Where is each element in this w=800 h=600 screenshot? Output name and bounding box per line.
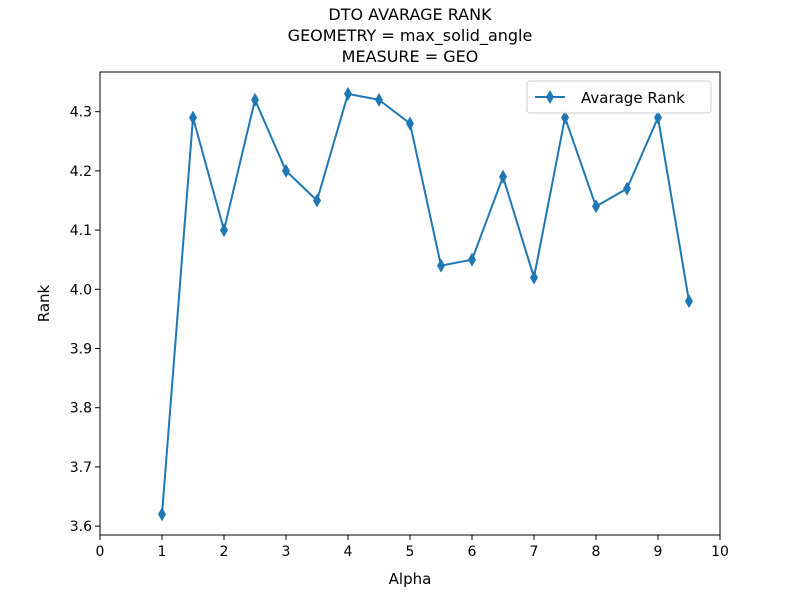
data-point-marker: [406, 116, 414, 131]
x-tick-label: 3: [282, 544, 291, 560]
legend-label: Avarage Rank: [581, 89, 685, 107]
x-tick-label: 6: [468, 544, 477, 560]
data-point-marker: [251, 92, 259, 107]
chart-title-line-3: MEASURE = GEO: [342, 47, 479, 66]
data-point-marker: [437, 258, 445, 273]
plot-frame: [99, 71, 721, 536]
legend-diamond-marker: [546, 90, 554, 104]
x-tick-label: 9: [654, 544, 663, 560]
x-tick-label: 5: [406, 544, 415, 560]
x-tick-label: 10: [711, 544, 729, 560]
x-tick-label: 0: [96, 544, 105, 560]
data-point-marker: [189, 110, 197, 125]
x-tick-label: 4: [344, 544, 353, 560]
data-point-marker: [468, 252, 476, 267]
data-point-marker: [654, 110, 662, 125]
chart-title-line-1: DTO AVARAGE RANK: [328, 5, 492, 24]
y-tick-label: 4.0: [70, 282, 92, 298]
y-tick-label: 4.2: [70, 164, 92, 180]
y-tick-label: 4.3: [70, 105, 92, 121]
y-axis-label: Rank: [35, 284, 53, 322]
data-point-marker: [220, 223, 228, 238]
data-point-marker: [623, 181, 631, 196]
series-line: [161, 92, 690, 515]
data-point-marker: [685, 294, 693, 309]
plot-area: [158, 86, 693, 522]
data-point-marker: [158, 507, 166, 522]
x-tick-label: 8: [592, 544, 601, 560]
x-tick-label: 2: [220, 544, 229, 560]
legend-box: [526, 80, 712, 114]
data-point-marker: [375, 92, 383, 107]
y-axis-ticks: 3.6 3.7 3.8 3.9 4.0 4.1 4.2 4.3: [70, 105, 100, 535]
x-axis-ticks: 0 1 2 3 4 5 6 7 8 9 10: [96, 535, 729, 560]
y-tick-label: 3.9: [70, 341, 92, 357]
data-point-marker: [499, 169, 507, 184]
chart-title-line-2: GEOMETRY = max_solid_angle: [288, 26, 533, 46]
y-tick-label: 3.6: [70, 519, 92, 535]
y-tick-label: 3.7: [70, 460, 92, 476]
data-point-marker: [344, 86, 352, 101]
y-tick-label: 3.8: [70, 401, 92, 417]
y-tick-label: 4.1: [70, 223, 92, 239]
data-point-marker: [282, 163, 290, 178]
data-point-marker: [313, 193, 321, 208]
data-point-marker: [561, 110, 569, 125]
data-point-marker: [530, 270, 538, 285]
x-axis-label: Alpha: [389, 570, 432, 588]
data-point-marker: [592, 199, 600, 214]
x-tick-label: 7: [530, 544, 539, 560]
legend: Avarage Rank: [526, 80, 712, 114]
x-tick-label: 1: [158, 544, 167, 560]
